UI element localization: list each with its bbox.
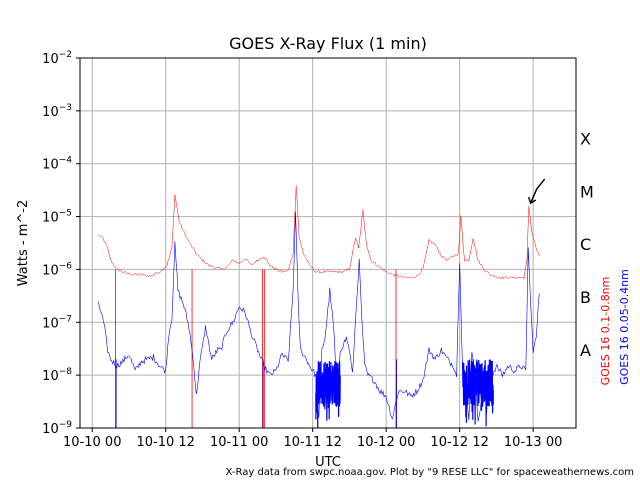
series-1-noise-1 (462, 359, 494, 427)
y-tick-label-1: 10−8 (42, 367, 72, 384)
x-axis-ticks: 10-10 00 10-10 12 10-11 00 10-11 12 10-12 00… (63, 428, 562, 450)
legend-red-label: GOES 16 0.1-0.8nm (599, 277, 612, 386)
y-axis-ticks: 10−9 10−8 10−7 10−6 10−5 10−4 10−3 10−2 (42, 50, 80, 437)
y-tick-label-2: 10−7 (42, 314, 72, 331)
flare-class-a: A (580, 341, 591, 360)
arrow-shaft (529, 178, 546, 204)
y-tick-label-5: 10−4 (42, 156, 72, 173)
x-tick-label-6: 10-13 00 (504, 435, 562, 450)
data-credit-footer: X-Ray data from swpc.noaa.gov. Plot by "… (226, 467, 634, 478)
x-tick-label-0: 10-10 00 (63, 435, 121, 450)
y-tick-label-0: 10−9 (42, 420, 72, 437)
series-1-noise-0 (315, 360, 341, 429)
grid-lines (80, 57, 576, 429)
y-tick-label-6: 10−3 (42, 103, 72, 120)
x-tick-label-3: 10-11 12 (283, 435, 341, 450)
flare-class-labels: X M C B A (580, 129, 594, 359)
y-tick-label-7: 10−2 (42, 50, 72, 67)
legend-blue-label: GOES 16 0.05-0.4nm (618, 269, 631, 385)
plot-area-frame (79, 57, 577, 429)
x-tick-label-4: 10-12 00 (357, 435, 415, 450)
flare-arrow-annotation (527, 178, 546, 205)
y-tick-label-3: 10−6 (42, 261, 72, 278)
x-tick-label-5: 10-12 12 (430, 435, 488, 450)
arrow-head (527, 196, 537, 205)
series-blue-trace (98, 211, 540, 429)
x-axis-label: UTC (315, 455, 341, 470)
x-tick-label-1: 10-10 12 (137, 435, 195, 450)
y-tick-label-4: 10−5 (42, 209, 72, 226)
flare-class-b: B (580, 288, 591, 307)
x-tick-label-2: 10-11 00 (210, 435, 268, 450)
chart-title: GOES X-Ray Flux (1 min) (229, 34, 427, 53)
series-line-0 (98, 185, 540, 280)
flare-class-x: X (580, 129, 591, 148)
flare-class-c: C (580, 235, 591, 254)
y-axis-label: Watts - m^-2 (16, 200, 31, 286)
flare-class-m: M (580, 182, 594, 201)
